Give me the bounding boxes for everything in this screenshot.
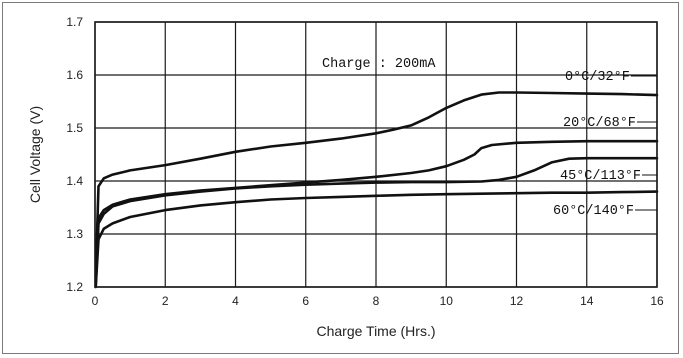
x-tick-labels: 0 2 4 6 8 10 12 14 16: [92, 294, 664, 308]
series-line-0: [94, 91, 659, 278]
x-tick-label: 16: [650, 294, 664, 308]
series-line-2: [94, 156, 659, 289]
y-tick-label: 1.6: [66, 68, 83, 82]
series-line-1: [94, 139, 659, 284]
charge-rate-annotation: Charge : 200mA: [322, 57, 436, 72]
x-tick-label: 0: [92, 294, 99, 308]
y-tick-label: 1.2: [66, 280, 83, 294]
series-lines: [94, 91, 659, 289]
y-tick-label: 1.5: [66, 121, 83, 135]
plot-area-border: [94, 21, 658, 288]
y-tick-labels: 1.2 1.3 1.4 1.5 1.6 1.7: [66, 15, 83, 294]
series-label: 20°C/68°F: [563, 116, 636, 131]
x-tick-label: 6: [302, 294, 309, 308]
series-labels: 0°C/32°F 20°C/68°F 45°C/113°F 60°C/140°F: [553, 70, 657, 219]
x-tick-label: 10: [440, 294, 454, 308]
series-label: 45°C/113°F: [560, 169, 641, 184]
y-axis-title: Cell Voltage (V): [27, 106, 43, 203]
series-line-3: [94, 190, 659, 289]
chart-frame: [2, 2, 679, 354]
series-label: 0°C/32°F: [565, 70, 630, 85]
x-axis-title: Charge Time (Hrs.): [316, 323, 435, 339]
x-tick-label: 4: [232, 294, 239, 308]
y-tick-label: 1.3: [66, 227, 83, 241]
x-tick-label: 14: [580, 294, 594, 308]
y-tick-label: 1.4: [66, 174, 83, 188]
x-tick-label: 2: [162, 294, 169, 308]
series-label: 60°C/140°F: [553, 204, 634, 219]
x-tick-label: 8: [373, 294, 380, 308]
y-tick-label: 1.7: [66, 15, 83, 29]
x-tick-label: 12: [510, 294, 524, 308]
